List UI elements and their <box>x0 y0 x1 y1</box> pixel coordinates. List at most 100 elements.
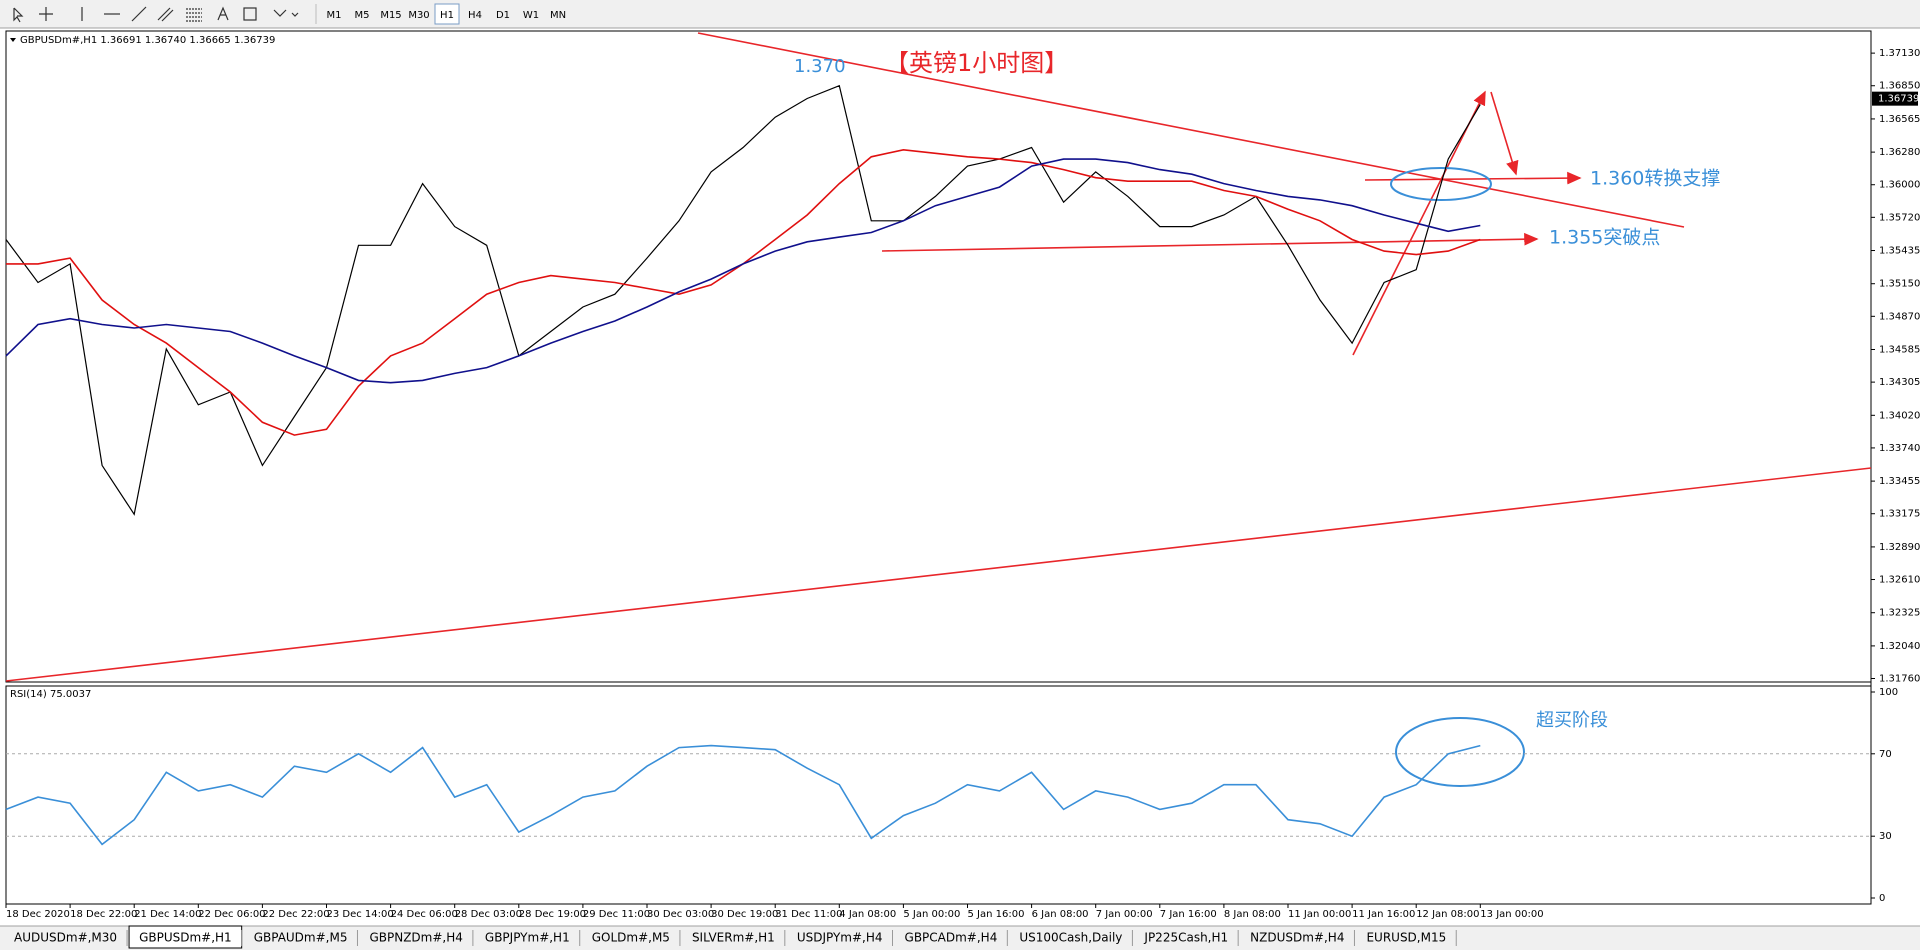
text-tool[interactable] <box>217 6 229 21</box>
x-tick-label: 6 Jan 08:00 <box>1032 909 1089 920</box>
y-tick-label: 0 <box>1879 893 1885 904</box>
timeframe-button[interactable]: W1 <box>523 10 539 21</box>
series-line <box>5 744 1481 846</box>
tab-label[interactable]: NZDUSDm#,H4 <box>1250 931 1344 945</box>
tab[interactable] <box>1240 928 1355 948</box>
tab-label[interactable]: GOLDm#,M5 <box>592 931 670 945</box>
fibonacci-tool[interactable] <box>186 8 202 22</box>
y-tick-label: 1.33455 <box>1879 476 1920 487</box>
y-tick-label: 1.35720 <box>1879 212 1920 223</box>
breakout-line <box>881 232 1539 252</box>
toolbar <box>0 0 1920 28</box>
y-tick-label: 1.37130 <box>1879 48 1920 59</box>
x-tick-label: 18 Dec 22:00 <box>70 909 137 920</box>
tab-label[interactable]: GBPJPYm#,H1 <box>485 931 570 945</box>
timeframe-button[interactable]: M15 <box>380 10 401 21</box>
last-price-label: 1.36739 <box>1878 94 1919 105</box>
x-tick-label: 29 Dec 11:00 <box>583 909 650 920</box>
timeframe-button[interactable]: H4 <box>468 10 482 21</box>
timeframe-button[interactable]: D1 <box>496 10 510 21</box>
annotation: 1.355突破点 <box>1549 227 1660 249</box>
tab-label[interactable]: US100Cash,Daily <box>1019 931 1122 945</box>
tab[interactable] <box>894 928 1008 948</box>
last-price-box <box>1872 91 1918 106</box>
timeframe-button[interactable]: H1 <box>440 10 454 21</box>
tab[interactable] <box>1356 928 1457 948</box>
support-ellipse <box>1390 167 1492 201</box>
timeframe-button[interactable]: MN <box>550 10 566 21</box>
y-tick-label: 1.36280 <box>1879 147 1920 158</box>
x-tick-label: 21 Dec 14:00 <box>134 909 201 920</box>
tab-label[interactable]: GBPNZDm#,H4 <box>369 931 462 945</box>
x-tick-label: 5 Jan 16:00 <box>968 909 1025 920</box>
chart-menu-arrow[interactable] <box>10 38 16 42</box>
label-tool[interactable] <box>243 7 257 21</box>
x-tick-label: 7 Jan 00:00 <box>1096 909 1153 920</box>
tab[interactable] <box>474 928 580 948</box>
timeframe-button[interactable]: M5 <box>355 10 370 21</box>
tab-label[interactable]: AUDUSDm#,M30 <box>14 931 117 945</box>
y-tick-label: 1.32610 <box>1879 575 1920 586</box>
y-tick-label: 1.32325 <box>1879 608 1920 619</box>
tab-label[interactable]: GBPAUDm#,M5 <box>254 931 348 945</box>
y-tick-label: 30 <box>1879 831 1892 842</box>
shapes-tool[interactable] <box>273 9 299 17</box>
x-tick-label: 23 Dec 14:00 <box>327 909 394 920</box>
drawing-tools <box>13 6 299 23</box>
tab-label[interactable]: JP225Cash,H1 <box>1143 931 1228 945</box>
timeframe-button[interactable]: M30 <box>408 10 429 21</box>
overbought-ellipse <box>1395 717 1525 787</box>
x-tick-label: 11 Jan 00:00 <box>1288 909 1351 920</box>
x-tick-label: 30 Dec 19:00 <box>711 909 778 920</box>
x-tick-label: 18 Dec 2020 <box>6 909 70 920</box>
y-tick-label: 1.34020 <box>1879 410 1920 421</box>
tab[interactable] <box>4 928 128 948</box>
crosshair-tool[interactable] <box>39 7 53 21</box>
y-tick-label: 1.34585 <box>1879 345 1920 356</box>
timeframe-active <box>434 3 460 25</box>
x-tick-label: 13 Jan 00:00 <box>1480 909 1543 920</box>
tab-label[interactable]: USDJPYm#,H4 <box>797 931 883 945</box>
x-tick-label: 31 Dec 11:00 <box>775 909 842 920</box>
x-tick-label: 8 Jan 08:00 <box>1224 909 1281 920</box>
series-line <box>5 158 1481 384</box>
x-tick-label: 22 Dec 06:00 <box>198 909 265 920</box>
x-tick-label: 28 Dec 19:00 <box>519 909 586 920</box>
cursor-tool[interactable] <box>13 7 24 23</box>
x-tick-label: 5 Jan 00:00 <box>903 909 960 920</box>
y-tick-label: 1.34305 <box>1879 377 1920 388</box>
x-tick-label: 24 Dec 06:00 <box>391 909 458 920</box>
rsi-panel <box>5 685 1872 905</box>
annotation: 1.360转换支撑 <box>1590 168 1720 190</box>
tab-label[interactable]: EURUSD,M15 <box>1366 931 1446 945</box>
channel-tool[interactable] <box>157 7 174 22</box>
x-tick-label: 30 Dec 03:00 <box>647 909 714 920</box>
tab[interactable] <box>1134 928 1239 948</box>
annotation: 【英镑1小时图】 <box>885 49 1068 77</box>
pullback-arrow <box>1490 91 1519 176</box>
y-tick-label: 1.34870 <box>1879 311 1920 322</box>
tab-label[interactable]: SILVERm#,H1 <box>692 931 775 945</box>
tab[interactable] <box>786 928 893 948</box>
rsi-header: RSI(14) 75.0037 <box>10 689 91 700</box>
analysis-drawings <box>5 32 1872 787</box>
annotation: 超买阶段 <box>1536 710 1608 731</box>
y-tick-label: 1.35435 <box>1879 246 1920 257</box>
tab-label[interactable]: GBPCADm#,H4 <box>905 931 998 945</box>
y-tick-label: 1.36000 <box>1879 180 1920 191</box>
tab[interactable] <box>1009 928 1133 948</box>
trendline-tool[interactable] <box>131 6 147 22</box>
tab[interactable] <box>581 928 680 948</box>
symbol-tabs: AUDUSDm#,M30 GBPUSDm#,H1 GBPAUDm#,M5 GBPNZD… <box>4 925 1457 949</box>
x-tick-label: 28 Dec 03:00 <box>455 909 522 920</box>
tab[interactable] <box>359 928 473 948</box>
resistance-trendline <box>697 32 1685 228</box>
timeframe-button[interactable]: M1 <box>327 10 342 21</box>
x-tick-label: 4 Jan 08:00 <box>839 909 896 920</box>
y-tick-label: 1.33740 <box>1879 443 1920 454</box>
tab[interactable] <box>681 928 785 948</box>
tab[interactable] <box>243 928 358 948</box>
tab-label[interactable]: GBPUSDm#,H1 <box>139 931 232 945</box>
chart-header: GBPUSDm#,H1 1.36691 1.36740 1.36665 1.36… <box>20 35 275 46</box>
